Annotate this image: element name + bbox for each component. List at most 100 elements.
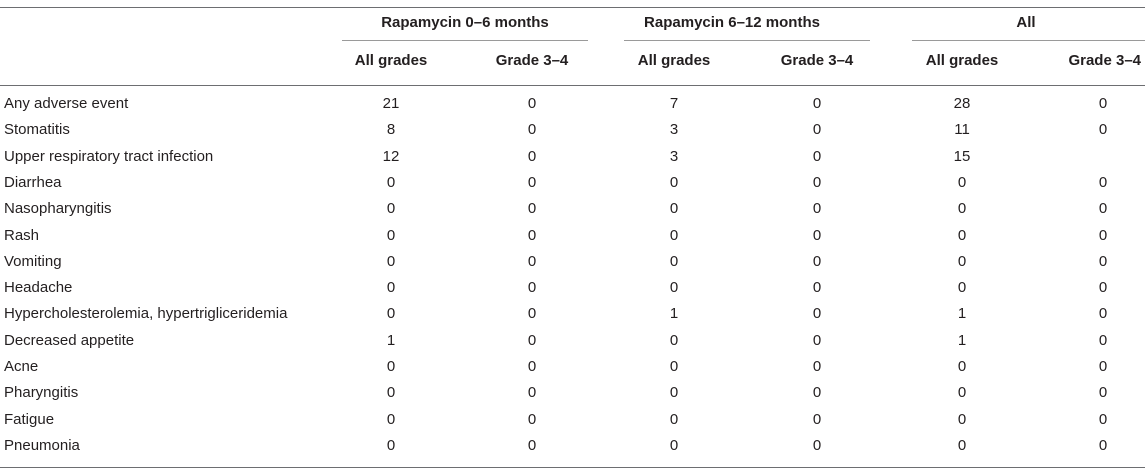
table-cell: 0 bbox=[957, 279, 967, 296]
table-cell: 0 bbox=[527, 332, 537, 349]
table-cell: 0 bbox=[812, 279, 822, 296]
table-cell: 0 bbox=[527, 121, 537, 138]
table-cell: 0 bbox=[527, 148, 537, 165]
subheader-all-grades: All grades bbox=[637, 52, 711, 69]
subheader-grade-3-4: Grade 3–4 bbox=[495, 52, 569, 69]
table-cell: 0 bbox=[1098, 279, 1108, 296]
table-cell: 0 bbox=[386, 253, 396, 270]
table-cell: 0 bbox=[669, 227, 679, 244]
table-cell: 12 bbox=[382, 148, 400, 165]
table-cell: 1 bbox=[386, 332, 396, 349]
row-label: Decreased appetite bbox=[4, 332, 135, 349]
table-cell: 0 bbox=[386, 174, 396, 191]
table-cell: 0 bbox=[386, 227, 396, 244]
table-cell: 0 bbox=[812, 411, 822, 428]
table-cell: 0 bbox=[1098, 411, 1108, 428]
subheader-all-grades: All grades bbox=[354, 52, 428, 69]
group-header-all: All bbox=[1016, 14, 1036, 31]
table-cell: 0 bbox=[812, 148, 822, 165]
table-cell: 15 bbox=[953, 148, 971, 165]
row-label: Nasopharyngitis bbox=[4, 200, 112, 217]
table-cell: 0 bbox=[957, 384, 967, 401]
table-cell: 0 bbox=[812, 200, 822, 217]
row-label: Acne bbox=[4, 358, 39, 375]
row-label: Upper respiratory tract infection bbox=[4, 148, 214, 165]
bottom-rule bbox=[0, 467, 1145, 468]
table-cell: 28 bbox=[953, 95, 971, 112]
table-cell: 3 bbox=[669, 121, 679, 138]
table-cell: 0 bbox=[527, 227, 537, 244]
table-cell: 0 bbox=[386, 305, 396, 322]
row-label: Rash bbox=[4, 227, 40, 244]
group-underline-rapamycin-6-12 bbox=[624, 40, 870, 41]
table-cell: 1 bbox=[957, 305, 967, 322]
row-label: Fatigue bbox=[4, 411, 55, 428]
table-cell: 0 bbox=[527, 95, 537, 112]
table-cell: 0 bbox=[812, 332, 822, 349]
table-cell: 0 bbox=[957, 411, 967, 428]
table-cell: 0 bbox=[669, 437, 679, 454]
table-cell: 0 bbox=[669, 174, 679, 191]
table-cell: 1 bbox=[957, 332, 967, 349]
group-underline-all bbox=[912, 40, 1145, 41]
table-cell: 0 bbox=[527, 437, 537, 454]
table-cell: 0 bbox=[527, 200, 537, 217]
table-cell: 0 bbox=[386, 411, 396, 428]
table-cell: 0 bbox=[812, 174, 822, 191]
table-cell: 0 bbox=[386, 200, 396, 217]
subheader-grade-3-4: Grade 3–4 bbox=[780, 52, 854, 69]
table-cell: 11 bbox=[954, 121, 970, 138]
table-cell: 0 bbox=[1098, 332, 1108, 349]
table-cell: 0 bbox=[669, 279, 679, 296]
table-cell: 0 bbox=[669, 384, 679, 401]
table-cell: 0 bbox=[1098, 227, 1108, 244]
table-cell: 0 bbox=[527, 411, 537, 428]
table-cell: 0 bbox=[812, 227, 822, 244]
table-cell: 0 bbox=[386, 279, 396, 296]
table-cell: 0 bbox=[812, 121, 822, 138]
row-label: Vomiting bbox=[4, 253, 62, 270]
table-cell: 0 bbox=[812, 384, 822, 401]
table-cell: 0 bbox=[669, 253, 679, 270]
table-cell: 0 bbox=[386, 437, 396, 454]
table-cell: 21 bbox=[382, 95, 400, 112]
table-cell: 0 bbox=[1098, 437, 1108, 454]
table-cell: 0 bbox=[527, 358, 537, 375]
table-cell: 0 bbox=[1098, 200, 1108, 217]
table-cell: 0 bbox=[1098, 174, 1108, 191]
row-label: Any adverse event bbox=[4, 95, 129, 112]
table-cell: 0 bbox=[1098, 305, 1108, 322]
table-cell: 0 bbox=[957, 200, 967, 217]
table-cell: 0 bbox=[957, 174, 967, 191]
table-cell: 0 bbox=[957, 253, 967, 270]
table-cell: 0 bbox=[386, 384, 396, 401]
row-label: Stomatitis bbox=[4, 121, 70, 138]
table-cell: 0 bbox=[957, 227, 967, 244]
table-cell: 0 bbox=[669, 411, 679, 428]
header-rule bbox=[0, 85, 1145, 86]
table-cell: 0 bbox=[812, 253, 822, 270]
table-cell: 0 bbox=[812, 305, 822, 322]
table-cell: 0 bbox=[812, 95, 822, 112]
table-cell: 0 bbox=[1098, 358, 1108, 375]
table-cell: 0 bbox=[1098, 95, 1108, 112]
table-cell: 0 bbox=[957, 437, 967, 454]
row-label: Pneumonia bbox=[4, 437, 80, 454]
top-rule bbox=[0, 7, 1145, 8]
row-label: Pharyngitis bbox=[4, 384, 79, 401]
table-cell: 0 bbox=[527, 305, 537, 322]
table-cell: 0 bbox=[1098, 384, 1108, 401]
table-cell: 0 bbox=[386, 358, 396, 375]
table-cell: 0 bbox=[527, 279, 537, 296]
group-underline-rapamycin-0-6 bbox=[342, 40, 588, 41]
table-cell: 1 bbox=[669, 305, 679, 322]
table-cell: 0 bbox=[669, 358, 679, 375]
table-cell: 7 bbox=[669, 95, 679, 112]
row-label: Hypercholesterolemia, hypertrigliceridem… bbox=[4, 305, 288, 322]
table-cell: 0 bbox=[957, 358, 967, 375]
table-cell: 0 bbox=[812, 358, 822, 375]
table-cell: 8 bbox=[386, 121, 396, 138]
group-header-rapamycin-0-6: Rapamycin 0–6 months bbox=[381, 14, 549, 31]
table-cell: 0 bbox=[669, 200, 679, 217]
